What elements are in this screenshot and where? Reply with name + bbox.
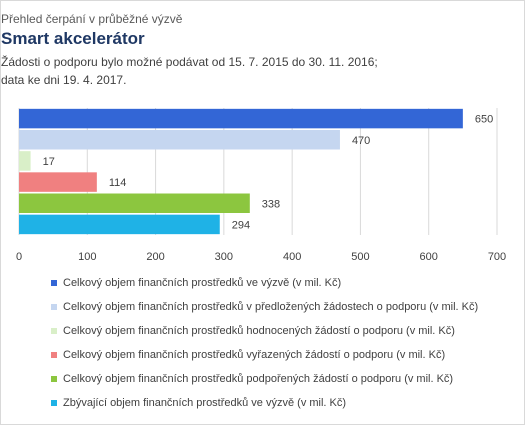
- x-tick-label: 300: [215, 251, 233, 263]
- x-tick-label: 700: [488, 251, 506, 263]
- chart-subtitle-line-1: Žádosti o podporu bylo možné podávat od …: [1, 55, 378, 69]
- bar: [19, 151, 31, 171]
- legend-item: Celkový objem finančních prostředků vyřa…: [51, 345, 478, 365]
- legend-label: Celkový objem finančních prostředků vyřa…: [63, 349, 446, 361]
- legend-swatch: [51, 280, 57, 286]
- legend-item: Celkový objem finančních prostředků ve v…: [51, 273, 478, 293]
- plot-area: 650 470 17 114 338 294 0 100 200 300 400 500 600 700: [16, 108, 506, 263]
- x-tick-label: 0: [16, 251, 22, 263]
- x-tick-label: 600: [420, 251, 438, 263]
- legend-swatch: [51, 304, 57, 310]
- chart-supertitle: Přehled čerpání v průběžné výzvě: [1, 12, 183, 26]
- data-label: 17: [43, 156, 55, 168]
- legend: Celkový objem finančních prostředků ve v…: [51, 273, 478, 417]
- legend-label: Celkový objem finančních prostředků v př…: [63, 301, 479, 313]
- bar: [19, 108, 463, 129]
- legend-item: Celkový objem finančních prostředků v př…: [51, 297, 478, 317]
- gridlines: [18, 108, 498, 235]
- bars: 650 470 17 114 338 294: [19, 108, 493, 235]
- x-tick-label: 400: [283, 251, 301, 263]
- legend-label: Celkový objem finančních prostředků podp…: [63, 373, 454, 385]
- legend-label: Zbývající objem finančních prostředků ve…: [63, 397, 347, 409]
- legend-item: Zbývající objem finančních prostředků ve…: [51, 393, 478, 413]
- x-tick-label: 200: [146, 251, 164, 263]
- legend-label: Celkový objem finančních prostředků ve v…: [63, 277, 342, 289]
- bar: [19, 172, 97, 192]
- bar: [19, 193, 250, 213]
- data-label: 338: [262, 198, 280, 210]
- x-tick-label: 500: [351, 251, 369, 263]
- data-label: 650: [475, 114, 493, 126]
- bar: [19, 130, 340, 150]
- legend-label: Celkový objem finančních prostředků hodn…: [63, 325, 455, 337]
- legend-swatch: [51, 328, 57, 334]
- x-tick-label: 100: [78, 251, 96, 263]
- chart-subtitle-line-2: data ke dni 19. 4. 2017.: [1, 73, 127, 87]
- legend-item: Celkový objem finančních prostředků podp…: [51, 369, 478, 389]
- legend-swatch: [51, 376, 57, 382]
- data-label: 294: [232, 219, 250, 231]
- chart-subtitle: Žádosti o podporu bylo možné podávat od …: [1, 53, 524, 89]
- legend-swatch: [51, 400, 57, 406]
- chart-title: Smart akcelerátor: [1, 29, 145, 48]
- x-axis-ticks: 0 100 200 300 400 500 600 700: [16, 251, 506, 263]
- legend-item: Celkový objem finančních prostředků hodn…: [51, 321, 478, 341]
- legend-swatch: [51, 352, 57, 358]
- bar: [19, 214, 220, 235]
- data-label: 470: [352, 135, 370, 147]
- data-label: 114: [109, 177, 127, 189]
